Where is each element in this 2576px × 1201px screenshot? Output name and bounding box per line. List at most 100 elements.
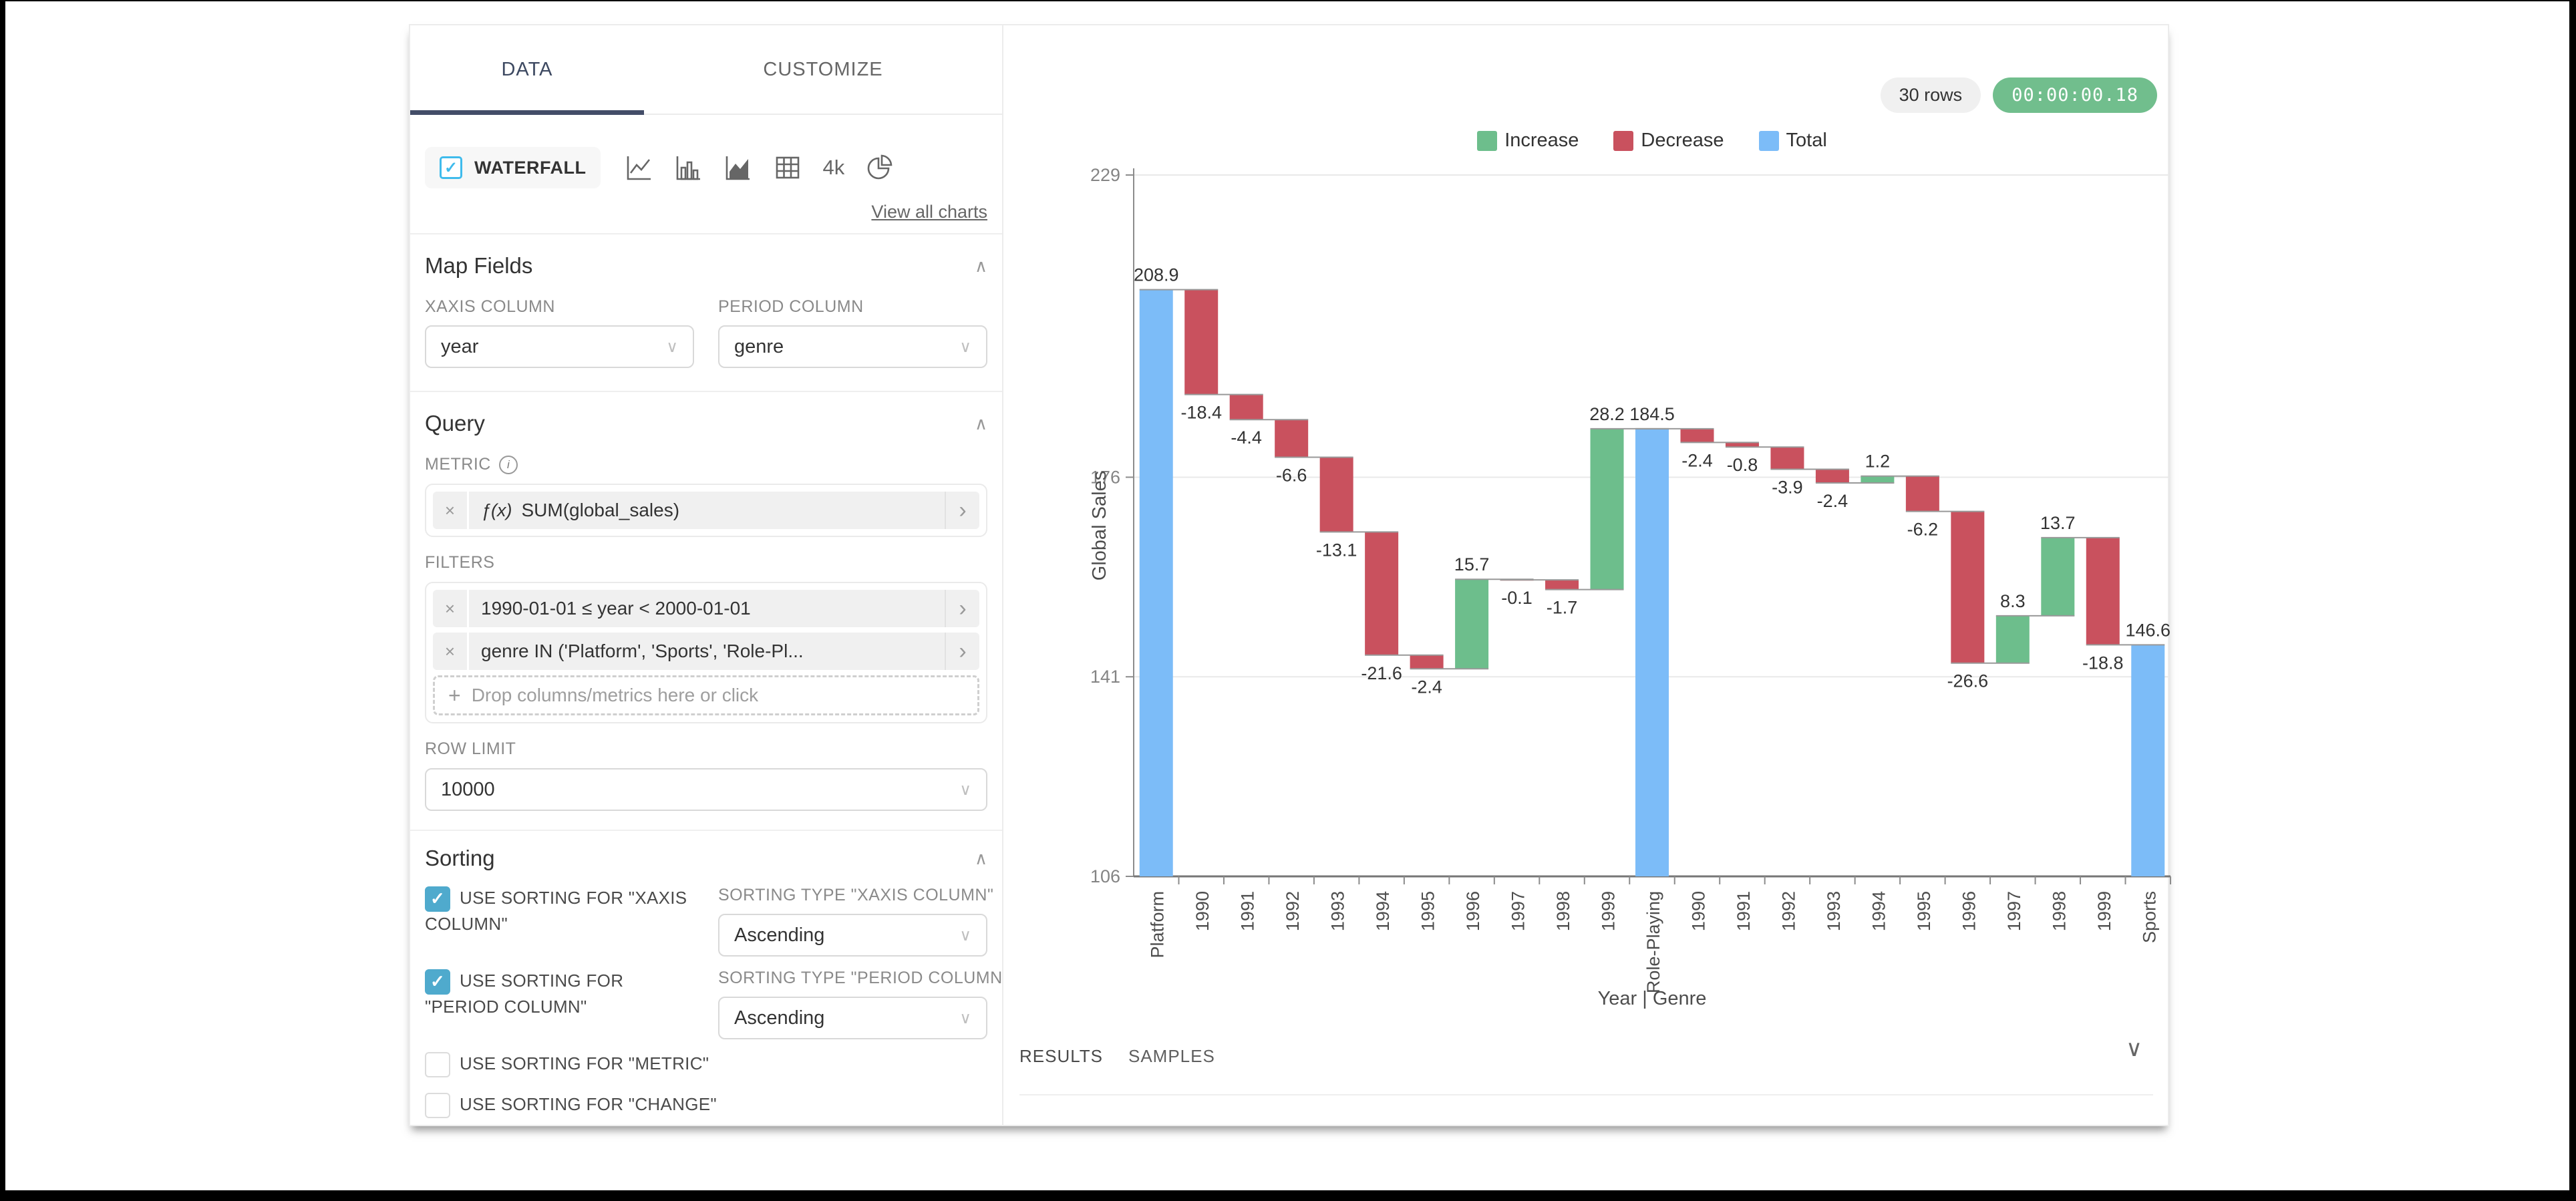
svg-text:184.5: 184.5 (1629, 404, 1675, 424)
collapse-chevron-icon[interactable]: ∧ (974, 848, 987, 868)
svg-text:1993: 1993 (1328, 891, 1348, 931)
bar-chart-icon[interactable] (674, 153, 703, 182)
svg-text:-13.1: -13.1 (1316, 540, 1357, 560)
svg-text:-21.6: -21.6 (1361, 663, 1402, 683)
row-limit-select[interactable]: 10000 ∨ (425, 768, 987, 811)
chevron-right-icon[interactable]: › (945, 633, 979, 670)
legend-item-total[interactable]: Total (1758, 130, 1827, 152)
use-sorting-xaxis-checkbox[interactable]: ✓ USE SORTING FOR "XAXIS COLUMN" (425, 886, 694, 957)
panel-tabbar: DATA CUSTOMIZE (410, 25, 1002, 115)
svg-text:1991: 1991 (1734, 891, 1754, 931)
chevron-down-icon: ∨ (959, 926, 971, 945)
svg-text:1.2: 1.2 (1865, 452, 1891, 472)
svg-text:1999: 1999 (2094, 891, 2114, 931)
svg-text:1991: 1991 (1238, 891, 1258, 931)
selected-chart-type[interactable]: ✓ WATERFALL (425, 147, 601, 188)
remove-icon[interactable]: × (433, 492, 469, 529)
line-chart-icon[interactable] (625, 153, 654, 182)
chart-area: 30 rows 00:00:00.18 Increase Decrease To… (1005, 25, 2171, 1125)
section-title: Map Fields (425, 253, 533, 278)
checkbox-icon[interactable]: ✓ (425, 1093, 450, 1119)
svg-text:1998: 1998 (1553, 891, 1573, 931)
query-header: Query ∧ (425, 411, 987, 436)
filter-pill[interactable]: × 1990-01-01 ≤ year < 2000-01-01 › (433, 590, 979, 627)
tab-samples[interactable]: SAMPLES (1128, 1046, 1215, 1066)
area-chart-icon[interactable] (723, 153, 753, 182)
period-column-select[interactable]: genre ∨ (718, 325, 987, 368)
use-sorting-period-checkbox[interactable]: ✓ USE SORTING FOR "PERIOD COLUMN" (425, 969, 694, 1039)
map-fields-header: Map Fields ∧ (425, 253, 987, 279)
svg-text:1995: 1995 (1914, 891, 1934, 931)
svg-text:Sports: Sports (2139, 891, 2159, 943)
svg-text:141: 141 (1090, 667, 1120, 687)
svg-text:1992: 1992 (1778, 891, 1798, 931)
tab-results[interactable]: RESULTS (1019, 1046, 1103, 1066)
svg-text:1998: 1998 (2049, 891, 2069, 931)
svg-text:1992: 1992 (1283, 891, 1303, 931)
metric-value: SUM(global_sales) (521, 500, 680, 520)
legend-item-decrease[interactable]: Decrease (1613, 130, 1724, 152)
section-divider (410, 830, 1002, 831)
explore-card: DATA CUSTOMIZE ✓ WATERFALL (409, 24, 2171, 1126)
metric-pill[interactable]: × ƒ(x) SUM(global_sales) › (433, 492, 979, 529)
info-icon[interactable]: i (498, 455, 518, 474)
fx-icon: ƒ(x) (481, 500, 512, 520)
chart-legend: Increase Decrease Total (1134, 130, 2170, 152)
svg-text:208.9: 208.9 (1134, 265, 1179, 285)
active-tab-underline (410, 110, 644, 115)
svg-text:13.7: 13.7 (2040, 513, 2076, 533)
legend-item-increase[interactable]: Increase (1477, 130, 1579, 152)
collapse-results-chevron-icon[interactable]: ∨ (2126, 1036, 2142, 1061)
dropzone-placeholder: Drop columns/metrics here or click (471, 685, 759, 705)
section-divider (410, 391, 1002, 392)
sorting-type-xaxis-value: Ascending (734, 924, 825, 946)
chevron-right-icon[interactable]: › (945, 590, 979, 627)
svg-text:1996: 1996 (1959, 891, 1979, 931)
collapse-chevron-icon[interactable]: ∧ (974, 413, 987, 434)
use-sorting-metric-checkbox[interactable]: ✓ USE SORTING FOR "METRIC" (425, 1051, 987, 1078)
total-swatch-icon (1758, 130, 1779, 151)
table-chart-icon[interactable] (773, 153, 802, 182)
section-divider (410, 233, 1002, 234)
section-title: Sorting (425, 846, 495, 870)
period-column-value: genre (734, 335, 784, 357)
filter-value: genre IN ('Platform', 'Sports', 'Role-Pl… (481, 641, 804, 661)
remove-icon[interactable]: × (433, 633, 469, 670)
sorting-type-period-select[interactable]: Ascending ∨ (718, 997, 987, 1039)
svg-text:-26.6: -26.6 (1947, 671, 1989, 691)
svg-text:-0.1: -0.1 (1501, 588, 1533, 608)
remove-icon[interactable]: × (433, 590, 469, 627)
sorting-type-xaxis-select[interactable]: Ascending ∨ (718, 914, 987, 957)
sorting-type-period-value: Ascending (734, 1007, 825, 1029)
svg-text:-3.9: -3.9 (1772, 477, 1803, 497)
big-number-chart-icon[interactable]: 4k (822, 156, 845, 179)
checkbox-icon[interactable]: ✓ (425, 969, 450, 995)
tab-data[interactable]: DATA (501, 58, 553, 80)
svg-text:-6.6: -6.6 (1276, 466, 1307, 486)
metric-control: × ƒ(x) SUM(global_sales) › (425, 484, 987, 537)
legend-label: Decrease (1641, 130, 1724, 151)
filters-dropzone[interactable]: + Drop columns/metrics here or click (433, 675, 979, 715)
svg-text:1994: 1994 (1373, 891, 1393, 931)
svg-text:8.3: 8.3 (2000, 591, 2026, 611)
svg-text:-18.4: -18.4 (1180, 403, 1222, 423)
checkbox-icon[interactable]: ✓ (425, 886, 450, 912)
results-tabbar: RESULTS SAMPLES (1019, 1046, 1215, 1067)
svg-text:146.6: 146.6 (2125, 620, 2170, 640)
svg-text:1996: 1996 (1463, 891, 1483, 931)
pie-chart-icon[interactable] (864, 153, 894, 182)
view-all-charts-link[interactable]: View all charts (871, 202, 987, 222)
svg-text:-4.4: -4.4 (1231, 427, 1262, 448)
checkbox-icon[interactable]: ✓ (425, 1052, 450, 1078)
tab-customize[interactable]: CUSTOMIZE (763, 58, 883, 80)
xaxis-column-select[interactable]: year ∨ (425, 325, 694, 368)
waterfall-chart[interactable]: 229 176 141 106 208.9 Platform -18.4 1990 -4.4 19… (1005, 25, 2172, 1130)
collapse-chevron-icon[interactable]: ∧ (974, 255, 987, 276)
svg-text:15.7: 15.7 (1454, 554, 1490, 574)
query-status-badges: 30 rows 00:00:00.18 (1880, 77, 2157, 113)
plus-icon: + (448, 683, 461, 707)
use-sorting-change-checkbox[interactable]: ✓ USE SORTING FOR "CHANGE" (425, 1092, 987, 1119)
filter-pill[interactable]: × genre IN ('Platform', 'Sports', 'Role-… (433, 633, 979, 670)
svg-text:176: 176 (1090, 467, 1120, 487)
chevron-right-icon[interactable]: › (945, 492, 979, 529)
